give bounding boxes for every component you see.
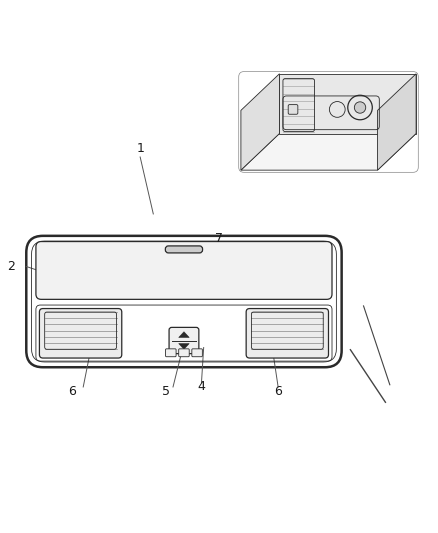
FancyBboxPatch shape (192, 349, 202, 357)
FancyBboxPatch shape (166, 246, 202, 253)
Polygon shape (279, 74, 416, 134)
Polygon shape (179, 344, 189, 349)
FancyBboxPatch shape (169, 327, 199, 354)
Text: 6: 6 (274, 385, 282, 398)
Text: 9: 9 (386, 91, 394, 104)
Polygon shape (179, 332, 189, 337)
Polygon shape (241, 134, 416, 170)
FancyBboxPatch shape (26, 236, 342, 367)
Text: 6: 6 (68, 385, 76, 398)
Text: 4: 4 (198, 381, 205, 393)
FancyBboxPatch shape (39, 309, 122, 358)
Text: 5: 5 (162, 385, 170, 398)
Text: 7: 7 (215, 231, 223, 245)
FancyBboxPatch shape (246, 309, 328, 358)
Polygon shape (378, 74, 416, 170)
FancyBboxPatch shape (166, 349, 176, 357)
FancyBboxPatch shape (288, 104, 298, 114)
FancyBboxPatch shape (179, 349, 189, 357)
Text: 2: 2 (7, 260, 15, 273)
Text: 1: 1 (136, 142, 144, 155)
Polygon shape (241, 74, 279, 170)
FancyBboxPatch shape (36, 241, 332, 300)
Circle shape (354, 102, 366, 113)
